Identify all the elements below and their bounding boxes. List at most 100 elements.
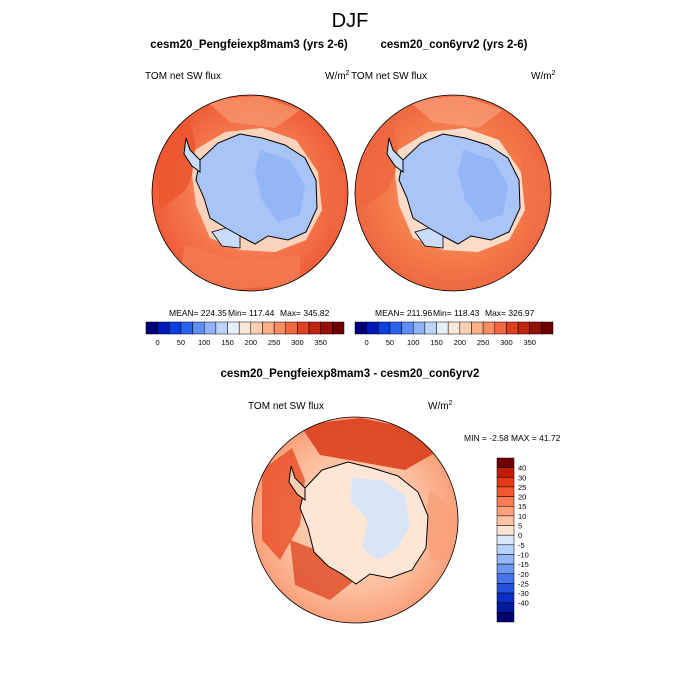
colorbar-diff-swatch bbox=[496, 486, 515, 497]
colorbar-a-swatch bbox=[203, 321, 217, 335]
colorbar-a-swatch bbox=[262, 321, 275, 335]
diff-units-base: W/m bbox=[428, 401, 449, 412]
diff-units: W/m2 bbox=[428, 400, 453, 412]
panel-a-variable: TOM net SW flux bbox=[145, 71, 221, 82]
colorbar-diff-swatch bbox=[496, 457, 515, 468]
colorbar-a-tick-label: 0 bbox=[156, 338, 160, 347]
colorbar-b-swatch bbox=[447, 321, 461, 335]
colorbar-diff-swatch bbox=[496, 477, 515, 488]
colorbar-b-tick-label: 300 bbox=[500, 338, 513, 347]
colorbar-diff-label: 40 bbox=[518, 464, 526, 473]
colorbar-diff-label: -40 bbox=[518, 599, 529, 608]
colorbar-b-tick-label: 100 bbox=[407, 338, 420, 347]
colorbar-a-swatch bbox=[227, 321, 240, 335]
colorbar-a-tick-label: 250 bbox=[268, 338, 281, 347]
map-diff bbox=[252, 417, 458, 623]
panel-a-min: Min= 117.44 bbox=[228, 308, 275, 318]
colorbar-diff-label: 0 bbox=[518, 531, 522, 540]
diff-units-exp: 2 bbox=[449, 400, 453, 407]
colorbar-a-swatch bbox=[320, 321, 333, 335]
colorbar-a-swatch bbox=[297, 321, 310, 335]
colorbar-b-swatch bbox=[366, 321, 379, 335]
map-diff-hot-south bbox=[290, 540, 355, 600]
colorbar-b-tick-label: 250 bbox=[477, 338, 490, 347]
map-b-east-ice bbox=[458, 150, 508, 222]
map-a-ross-shelf bbox=[211, 227, 241, 249]
colorbar-a-swatch bbox=[332, 321, 345, 335]
figure-title: DJF bbox=[332, 10, 369, 32]
panel-b-max: Max= 326.97 bbox=[485, 308, 535, 318]
panel-a-mean: MEAN= 224.35 bbox=[169, 308, 227, 318]
colorbar-diff bbox=[496, 457, 515, 623]
colorbar-b-swatch bbox=[482, 321, 496, 335]
colorbar-b-tick-label: 350 bbox=[523, 338, 536, 347]
map-a bbox=[152, 95, 348, 291]
diff-variable: TOM net SW flux bbox=[248, 401, 324, 412]
colorbar-a-tick-label: 50 bbox=[177, 338, 185, 347]
panel-b-variable: TOM net SW flux bbox=[351, 71, 427, 82]
colorbar-diff-label: 30 bbox=[518, 473, 526, 482]
colorbar-a-swatch bbox=[285, 321, 298, 335]
colorbar-diff-label: -5 bbox=[518, 541, 525, 550]
map-a-patch-east bbox=[318, 150, 346, 230]
colorbar-a-tick-label: 300 bbox=[291, 338, 304, 347]
colorbar-a-swatch bbox=[215, 321, 228, 335]
colorbar-diff-swatch bbox=[496, 583, 515, 594]
colorbar-b-swatch bbox=[506, 321, 519, 335]
colorbar-b-swatch bbox=[494, 321, 507, 335]
colorbar-a-swatch bbox=[250, 321, 263, 335]
colorbar-a-swatch bbox=[180, 321, 193, 335]
colorbar-diff-label: 20 bbox=[518, 493, 526, 502]
colorbar-b-tick-label: 50 bbox=[386, 338, 394, 347]
colorbar-a-ticks: 0 50 100 150 200 250 300 350 bbox=[156, 338, 327, 347]
map-diff-outline bbox=[251, 416, 459, 624]
colorbar-a-swatch bbox=[145, 321, 158, 335]
panel-case-b: cesm20_con6yrv2 (yrs 2-6) TOM net SW flu… bbox=[351, 39, 556, 347]
colorbar-a-swatch bbox=[238, 321, 252, 335]
colorbar-diff-label: 15 bbox=[518, 502, 526, 511]
map-b-outline bbox=[354, 94, 552, 292]
colorbar-diff-swatch bbox=[496, 563, 515, 575]
colorbar-diff-label: -10 bbox=[518, 550, 529, 559]
colorbar-b-swatch bbox=[529, 321, 542, 335]
map-a-outline bbox=[151, 94, 349, 292]
map-b-ross-shelf bbox=[414, 227, 444, 249]
panel-a-max: Max= 345.82 bbox=[280, 308, 330, 318]
colorbar-a-swatch bbox=[169, 321, 182, 335]
colorbar-diff-label: 10 bbox=[518, 512, 526, 521]
map-b-patch-east bbox=[521, 150, 549, 230]
colorbar-diff-swatch bbox=[496, 534, 515, 546]
colorbar-b-swatch bbox=[471, 321, 484, 335]
colorbar-a-tick-label: 150 bbox=[221, 338, 234, 347]
panel-case-a: cesm20_Pengfeiexp8mam3 (yrs 2-6) TOM net… bbox=[145, 39, 350, 347]
panel-b-min: Min= 118.43 bbox=[433, 308, 480, 318]
colorbar-b-swatch bbox=[354, 321, 367, 335]
colorbar-b-swatch bbox=[424, 321, 437, 335]
map-a-peninsula bbox=[183, 137, 201, 173]
map-diff-hot-north bbox=[300, 418, 440, 470]
colorbar-b-tick-label: 150 bbox=[430, 338, 443, 347]
panel-difference: cesm20_Pengfeiexp8mam3 - cesm20_con6yrv2… bbox=[221, 368, 561, 624]
diff-title: cesm20_Pengfeiexp8mam3 - cesm20_con6yrv2 bbox=[221, 368, 480, 380]
colorbar-b bbox=[354, 321, 554, 335]
colorbar-diff-label: -20 bbox=[518, 570, 529, 579]
colorbar-diff-swatch bbox=[496, 467, 515, 478]
colorbar-a-swatch bbox=[308, 321, 321, 335]
colorbar-diff-swatch bbox=[496, 525, 515, 536]
colorbar-a-swatch bbox=[192, 321, 205, 335]
colorbar-a-tick-label: 100 bbox=[198, 338, 211, 347]
colorbar-b-swatch bbox=[459, 321, 472, 335]
colorbar-diff-swatch bbox=[496, 554, 515, 565]
colorbar-b-tick-label: 200 bbox=[454, 338, 467, 347]
colorbar-b-swatch bbox=[541, 321, 554, 335]
map-diff-warm-east bbox=[425, 490, 455, 560]
map-diff-peninsula bbox=[288, 465, 306, 501]
panel-a-units: W/m2 bbox=[325, 70, 350, 82]
panel-b-units: W/m2 bbox=[531, 70, 556, 82]
map-a-patch-north bbox=[205, 96, 300, 128]
diff-minmax: MIN = -2.58 MAX = 41.72 bbox=[464, 433, 561, 443]
colorbar-a-swatch bbox=[273, 321, 287, 335]
colorbar-a-tick-label: 350 bbox=[314, 338, 327, 347]
